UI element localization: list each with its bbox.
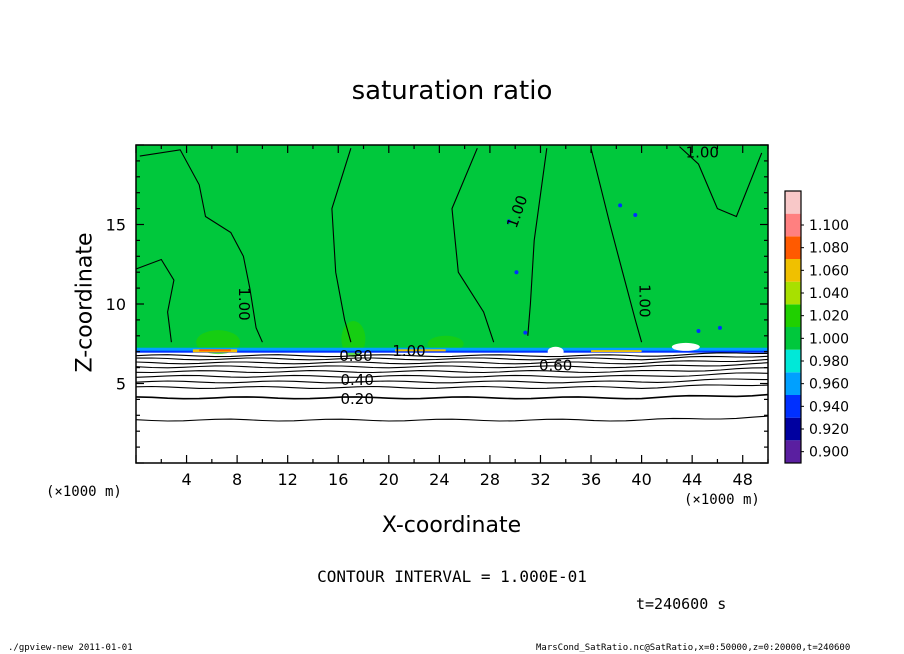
x-tick-label: 8 [232, 470, 242, 489]
contour-line [679, 146, 763, 218]
z-axis-unit: (×1000 m) [46, 484, 122, 500]
contour-label: 0.60 [539, 357, 572, 375]
contour-line [139, 149, 263, 343]
speckle [506, 219, 511, 224]
contour-line [135, 352, 768, 358]
x-tick-label: 28 [480, 470, 500, 489]
contour-line [135, 393, 769, 400]
speckle [633, 212, 638, 217]
contour-interval-text: CONTOUR INTERVAL = 1.000E-01 [317, 567, 587, 586]
x-tick-label: 20 [379, 470, 399, 489]
colorbar-label: 1.040 [809, 286, 849, 302]
colorbar-label: 0.960 [809, 377, 849, 393]
colorbar-swatch [785, 349, 801, 373]
contour-label: 1.00 [636, 284, 654, 317]
colorbar-swatch [785, 417, 801, 441]
x-tick-label: 12 [278, 470, 298, 489]
colorbar-swatch [785, 304, 801, 327]
y-tick-label: 15 [106, 216, 126, 235]
contour-label: 1.00 [686, 143, 719, 161]
colorbar: 0.900 0.920 0.940 0.960 0.980 1.000 1.020 1.040… [784, 190, 849, 464]
boundary-strip [136, 347, 768, 352]
speckle [696, 329, 701, 334]
speckle [523, 330, 528, 335]
colorbar-label: 1.100 [809, 218, 849, 234]
boundary-edge [136, 350, 768, 353]
colorbar-swatch [785, 259, 801, 282]
y-tick-label: 5 [116, 375, 126, 394]
contour-line [331, 148, 352, 343]
x-tick-label: 32 [530, 470, 550, 489]
y-axis-label: Z-coordinate [72, 232, 98, 373]
x-tick-label: 4 [181, 470, 191, 489]
contour-line [135, 415, 769, 422]
colorbar-label: 0.980 [809, 354, 849, 370]
contour-label: 1.00 [392, 342, 425, 360]
unsaturated-pocket [547, 346, 564, 357]
colorbar-swatch [785, 236, 801, 259]
contour-line [135, 384, 769, 389]
x-axis-unit: (×1000 m) [684, 492, 760, 508]
colorbar-frame [784, 190, 802, 464]
y-tick-label: 10 [106, 295, 126, 314]
contour-line [451, 147, 495, 343]
colorbar-label: 0.900 [809, 445, 849, 461]
contour-line [135, 372, 769, 378]
contour-line [527, 148, 548, 336]
contour-lines [135, 146, 769, 422]
x-tick-label: 24 [429, 470, 449, 489]
contour-line [135, 367, 769, 374]
colorbar-label: 1.060 [809, 263, 849, 279]
contour-line [590, 148, 643, 343]
time-label: t=240600 s [636, 595, 727, 613]
warm-lens [591, 350, 642, 353]
colorbar-label: 1.000 [809, 331, 849, 347]
speckle [717, 325, 722, 330]
contour-line [135, 358, 769, 365]
x-tick-label: 36 [581, 470, 601, 489]
colorbar-swatch [785, 281, 801, 305]
contour-label: 0.80 [339, 347, 372, 365]
colorbar-label: 1.020 [809, 309, 849, 325]
x-tick-label: 40 [631, 470, 651, 489]
unsaturated-pocket [671, 342, 700, 351]
contour-line [135, 258, 175, 343]
colorbar-label: 0.920 [809, 422, 849, 438]
contour-line [135, 362, 769, 369]
colorbar-swatch [785, 372, 801, 395]
plot-area [136, 145, 768, 463]
colorbar-label: 0.940 [809, 399, 849, 415]
contour-line [135, 378, 769, 384]
speckle [618, 203, 623, 208]
colorbar-swatch [785, 191, 801, 214]
x-tick-label: 44 [682, 470, 702, 489]
footer-source: MarsCond_SatRatio.nc@SatRatio,x=0:50000,… [536, 643, 851, 653]
chart-title: saturation ratio [351, 76, 553, 106]
colorbar-swatch [785, 440, 801, 463]
contour-labels: 1.001.001.001.001.000.800.600.400.20 [235, 143, 719, 407]
colorbar-swatch [785, 395, 801, 418]
contour-label: 0.40 [340, 371, 373, 389]
footer-command: ./gpview-new 2011-01-01 [8, 643, 133, 653]
colorbar-label: 1.080 [809, 241, 849, 257]
x-axis-label: X-coordinate [381, 513, 522, 538]
contour-label: 0.20 [340, 390, 373, 408]
contour-label: 1.00 [235, 287, 253, 320]
x-tick-label: 48 [733, 470, 753, 489]
speckle [514, 270, 519, 275]
colorbar-swatch [785, 327, 801, 350]
warm-lens [395, 349, 446, 352]
saturated-region [136, 145, 768, 352]
contour-line [135, 355, 769, 361]
warm-lens [199, 349, 231, 352]
x-tick-label: 16 [328, 470, 348, 489]
colorbar-swatch [785, 213, 801, 237]
